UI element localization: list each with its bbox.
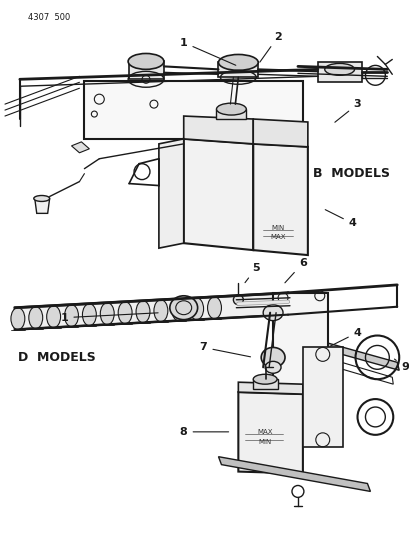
Text: 2: 2 [259,31,281,62]
Ellipse shape [34,196,49,201]
Text: 5: 5 [245,263,259,282]
Text: 1: 1 [180,37,235,65]
Polygon shape [218,457,369,491]
Polygon shape [238,382,302,394]
Text: 4307  500: 4307 500 [28,13,70,22]
Bar [129,61,164,79]
Bar [84,82,302,139]
Ellipse shape [324,63,354,75]
Text: 9: 9 [393,359,408,373]
Ellipse shape [171,299,185,321]
Text: 8: 8 [180,427,228,437]
Text: 4: 4 [329,328,361,346]
Text: 4: 4 [324,209,355,228]
Ellipse shape [207,297,221,319]
Polygon shape [253,119,307,147]
Ellipse shape [218,54,258,70]
Ellipse shape [265,361,280,373]
Ellipse shape [263,305,282,321]
Polygon shape [238,392,302,473]
Polygon shape [183,116,253,144]
Polygon shape [71,142,89,153]
Text: D  MODELS: D MODELS [18,351,95,364]
Bar [218,62,258,77]
Polygon shape [159,139,183,248]
Ellipse shape [64,305,78,327]
Polygon shape [15,293,287,329]
Text: 1: 1 [61,313,158,322]
Text: MIN: MIN [258,439,271,445]
Polygon shape [253,144,307,255]
Ellipse shape [253,374,276,384]
Polygon shape [183,139,253,250]
Polygon shape [35,198,49,213]
Text: 6: 6 [284,258,306,283]
Ellipse shape [47,306,61,328]
Bar [272,293,327,422]
Ellipse shape [82,304,96,326]
Text: MAX: MAX [257,429,272,435]
Polygon shape [307,337,398,370]
Ellipse shape [261,348,284,367]
Text: 3: 3 [334,99,360,122]
Text: B  MODELS: B MODELS [312,167,389,180]
Ellipse shape [136,301,150,322]
Text: 7: 7 [199,342,250,357]
Ellipse shape [189,298,203,320]
Bar [317,62,362,82]
Bar [302,348,342,447]
Ellipse shape [233,295,243,305]
Ellipse shape [153,300,167,322]
Ellipse shape [100,303,114,325]
Ellipse shape [216,103,246,115]
Ellipse shape [29,306,43,328]
Polygon shape [302,384,327,402]
Text: MAX: MAX [270,234,285,240]
Ellipse shape [11,308,25,329]
Ellipse shape [118,302,132,324]
Ellipse shape [169,296,197,320]
Bar [253,379,277,389]
Bar [216,109,246,119]
Text: MIN: MIN [271,225,284,231]
Ellipse shape [128,53,164,69]
